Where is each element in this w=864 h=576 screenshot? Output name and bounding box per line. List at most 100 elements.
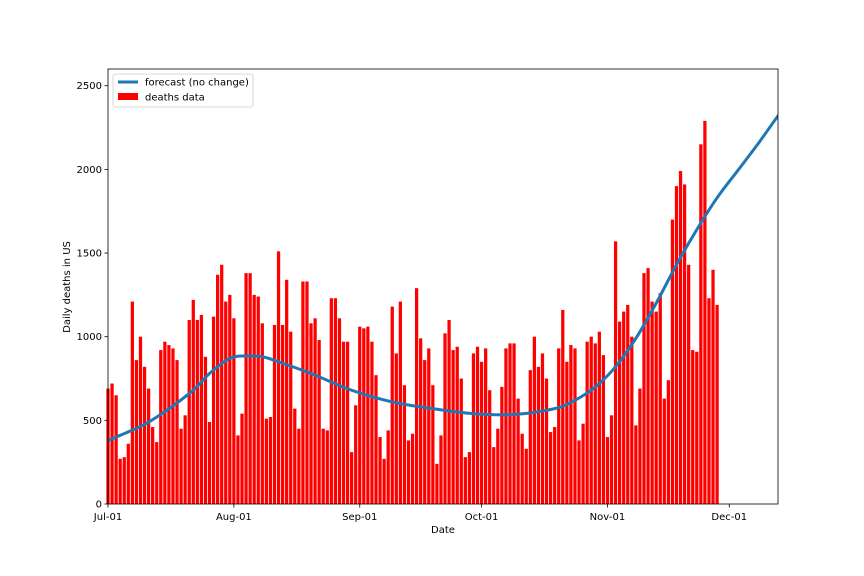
bar [658, 293, 662, 504]
bar [211, 316, 216, 504]
bar [118, 458, 122, 504]
bar [151, 427, 155, 504]
bar [427, 348, 431, 504]
bar [146, 388, 151, 504]
bar [370, 341, 374, 504]
bar [638, 388, 642, 504]
bar [682, 184, 687, 504]
bar [642, 273, 646, 504]
bar [605, 437, 610, 504]
bar [557, 348, 561, 504]
bar [126, 443, 130, 504]
bar [520, 433, 524, 504]
bar [691, 350, 695, 504]
bar [345, 341, 350, 504]
bar [581, 423, 585, 504]
bar [187, 319, 191, 504]
bar [236, 435, 240, 504]
bar [159, 350, 163, 504]
bar [634, 425, 638, 504]
bar [362, 328, 366, 504]
bar [394, 353, 398, 504]
bar [337, 318, 342, 504]
bar [309, 323, 313, 504]
bar [622, 311, 626, 504]
bars-group [106, 120, 719, 505]
bar [171, 348, 175, 504]
bar [703, 120, 707, 505]
bar [333, 298, 338, 504]
bar [423, 360, 427, 504]
bar [573, 348, 577, 504]
bar [715, 304, 719, 504]
bar [220, 264, 224, 504]
bar [374, 375, 378, 504]
bar [666, 380, 670, 504]
y-tick-label: 2000 [77, 165, 102, 176]
bar [496, 428, 500, 504]
bar [565, 361, 569, 504]
bar [402, 385, 407, 504]
bar [244, 273, 248, 504]
bar [191, 299, 195, 504]
x-tick-label: Oct-01 [465, 512, 499, 523]
bar [613, 241, 618, 504]
bar [488, 390, 492, 504]
bar [597, 331, 601, 504]
bar [414, 288, 419, 504]
bar [516, 398, 520, 504]
bar [443, 333, 447, 504]
bar [536, 366, 541, 504]
bar [321, 428, 325, 504]
bar [601, 355, 606, 504]
bar [207, 422, 212, 504]
bar [678, 171, 683, 504]
bar [313, 318, 317, 504]
bar [699, 144, 703, 505]
bar [410, 433, 415, 504]
y-tick-label: 1000 [77, 332, 102, 343]
bar [203, 356, 208, 504]
legend-bar-swatch [118, 93, 138, 100]
bar [386, 430, 390, 504]
bar [687, 264, 691, 504]
bar [459, 378, 463, 504]
bar [390, 306, 394, 504]
x-axis: Jul-01 Aug-01 Sep-01 Oct-01 Nov-01 Dec-01 [93, 504, 747, 523]
bar [512, 343, 516, 504]
legend: forecast (no change) deaths data [112, 73, 254, 108]
bar [183, 415, 187, 504]
bar [350, 452, 354, 504]
bar [711, 269, 715, 504]
bar [439, 435, 443, 504]
bar [707, 298, 711, 504]
bar [382, 458, 386, 504]
x-tick-label: Dec-01 [711, 512, 747, 523]
bar [142, 366, 147, 504]
bar [626, 304, 630, 504]
bar [240, 413, 244, 504]
y-tick-label: 500 [83, 416, 102, 427]
bar [451, 350, 455, 504]
bar [285, 279, 289, 504]
bar [504, 348, 508, 504]
plot-frame [107, 68, 779, 505]
bar [114, 395, 118, 504]
bar [248, 273, 252, 504]
bar [435, 463, 439, 504]
bar [130, 301, 134, 504]
bar [484, 348, 488, 504]
bar [276, 251, 281, 504]
bar [122, 457, 126, 504]
bar [662, 398, 666, 504]
bar [585, 341, 589, 504]
bar [463, 457, 467, 504]
bar [289, 331, 293, 504]
bar [256, 296, 260, 504]
bar [406, 440, 411, 504]
bar [378, 437, 382, 504]
bar [134, 360, 139, 504]
bar [272, 324, 277, 504]
bar [670, 219, 675, 504]
x-axis-label: Date [431, 525, 455, 536]
